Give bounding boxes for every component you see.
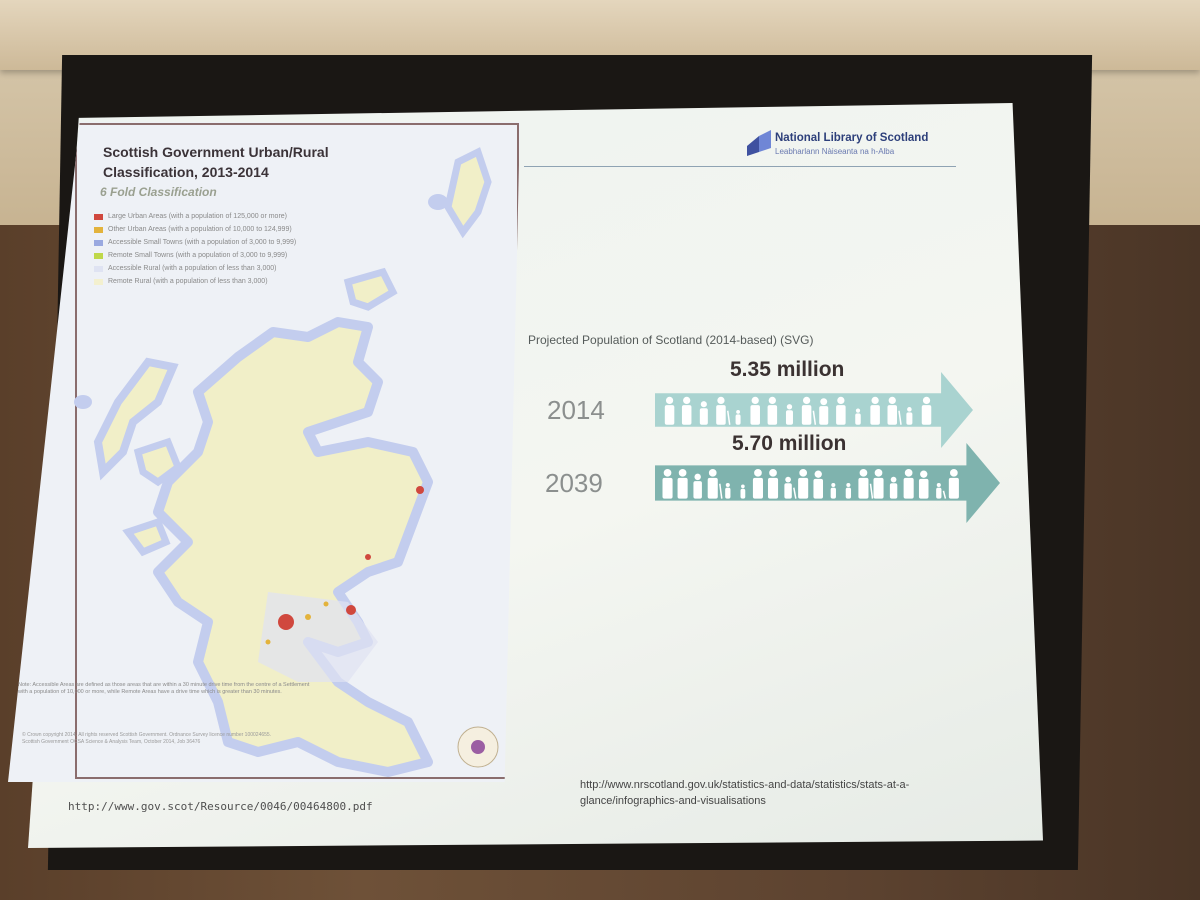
orkney [343,267,398,311]
person-icon [664,396,675,425]
person-icon [873,468,884,499]
scotland-map [8,122,520,782]
legend-swatch [94,252,103,259]
person-icon [785,404,793,425]
shetland [444,147,492,239]
projection-title: Projected Population of Scotland (2014-b… [528,333,814,347]
person-icon [936,483,947,499]
person-icon [801,396,817,425]
urban-rural-map-panel: Scottish Government Urban/Rural Classifi… [8,122,520,782]
legend-swatch [94,213,103,220]
person-icon [845,483,852,499]
year-2014-label: 2014 [547,395,605,425]
person-icon [798,468,809,499]
arrow-shape [655,443,1000,523]
person-icon [858,468,874,499]
other-urban-3 [265,639,271,645]
legend-item: Remote Rural (with a population of less … [94,275,394,288]
person-icon [767,396,778,425]
glasgow-urban [278,614,294,630]
legend-swatch [94,278,103,285]
other-urban-1 [305,614,311,620]
population-2039-arrow [655,443,1000,523]
header-divider [524,166,956,167]
arrow-shape [655,372,973,448]
population-2039-value: 5.70 million [732,432,847,455]
person-icon [948,468,959,499]
person-icon [735,410,741,425]
map-title-line2: Classification, 2013-2014 [103,164,269,180]
legend-item: Accessible Small Towns (with a populatio… [94,236,394,249]
legend-swatch [94,239,103,246]
legend-item: Accessible Rural (with a population of l… [94,262,394,275]
population-2014-value: 5.35 million [730,358,845,381]
person-icon [784,476,797,499]
nls-gaelic-name: Leabharlann Nàiseanta na h-Alba [775,147,895,156]
person-icon [707,468,723,499]
person-icon [699,401,708,425]
person-icon [662,468,673,499]
person-icon [903,468,914,499]
map-title: Scottish Government Urban/Rural Classifi… [103,142,393,182]
person-icon [693,473,702,499]
person-icon [906,407,913,425]
person-icon [918,470,929,499]
legend-item: Other Urban Areas (with a population of … [94,223,394,236]
map-legend: Large Urban Areas (with a population of … [94,210,394,288]
legend-swatch [94,226,103,233]
outer-hebrides [93,357,179,481]
mull [122,517,171,557]
person-icon [752,468,763,499]
person-icon [870,396,880,425]
person-icon [681,396,692,425]
person-icon [836,396,846,425]
person-icon [813,470,824,499]
dundee-urban [365,554,371,560]
person-icon [740,484,746,499]
person-icon [725,483,731,499]
source-link-nrscotland[interactable]: http://www.nrscotland.gov.uk/statistics-… [580,779,910,807]
population-2014-arrow [655,372,973,448]
aberdeen-urban [416,486,424,494]
source-link-gov-scot[interactable]: http://www.gov.scot/Resource/0046/004648… [68,800,373,813]
person-icon [889,476,898,499]
map-subtitle: 6 Fold Classification [100,185,217,199]
st-kilda [74,395,92,409]
map-footer: © Crown copyright 2014. All rights reser… [22,732,322,746]
person-icon [921,396,932,425]
person-icon [677,468,688,499]
map-note: Note: Accessible Areas are defined as th… [18,682,310,695]
person-icon [750,396,760,425]
nls-logo: National Library of Scotland Leabharlann… [745,128,975,168]
nls-book-icon [747,130,771,156]
fair-isle [428,194,448,210]
map-title-line1: Scottish Government Urban/Rural [103,144,329,160]
nls-name: National Library of Scotland [775,132,929,144]
person-icon [767,468,779,499]
skye [133,437,183,487]
person-icon [830,483,836,499]
person-icon [855,408,861,425]
person-icon [716,396,731,425]
map-copyright: © Crown copyright 2014. All rights reser… [22,732,272,738]
legend-swatch [94,265,103,272]
year-2039-label: 2039 [545,468,603,498]
map-credit: Scottish Government OCSA Science & Analy… [22,739,201,745]
legend-item: Remote Small Towns (with a population of… [94,249,394,262]
person-icon [887,396,902,425]
person-icon [819,398,829,425]
edinburgh-urban [346,605,356,615]
other-urban-2 [323,601,329,607]
legend-item: Large Urban Areas (with a population of … [94,210,394,223]
